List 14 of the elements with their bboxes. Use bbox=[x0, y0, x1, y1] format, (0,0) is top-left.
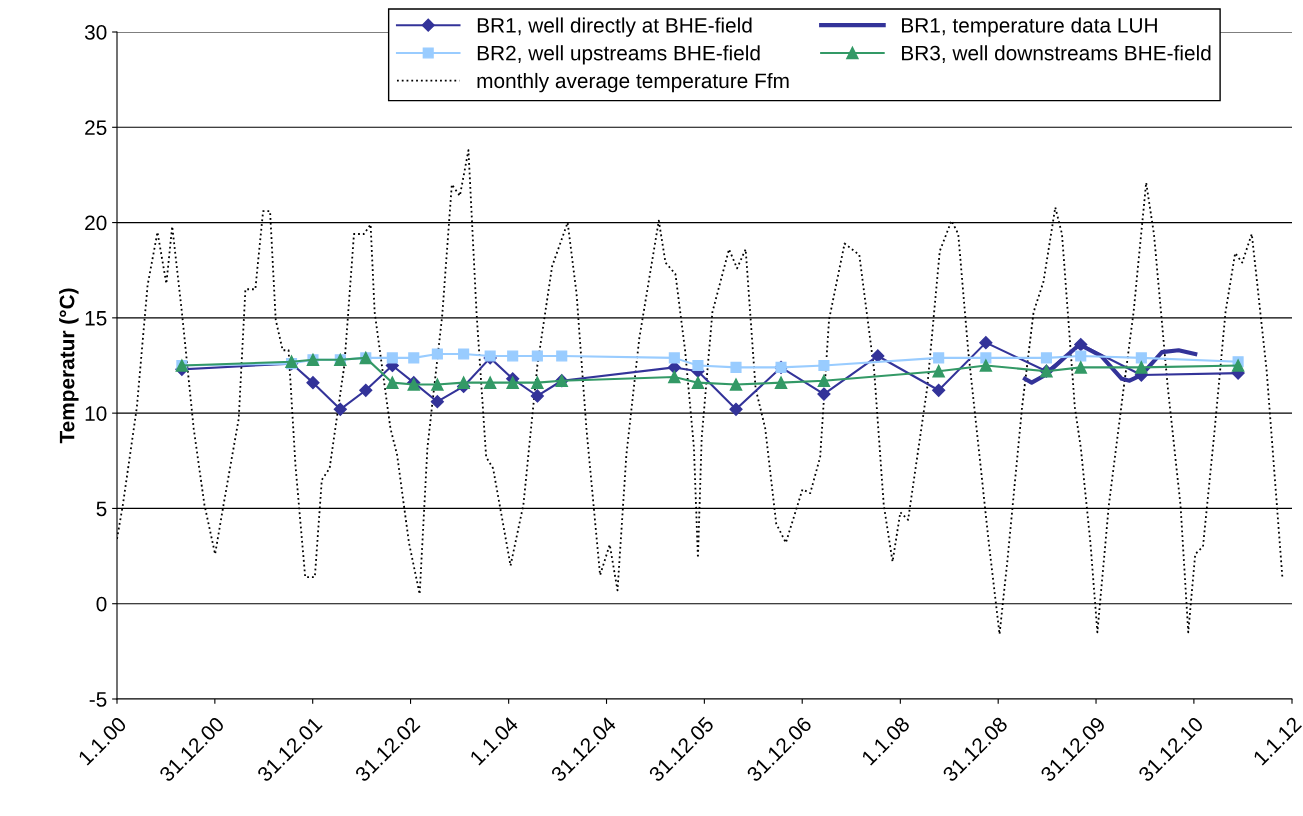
legend-label: monthly average temperature Ffm bbox=[477, 72, 789, 93]
y-tick-label: 25 bbox=[85, 120, 107, 136]
y-tick-label: 20 bbox=[85, 215, 107, 231]
y-tick-label: 10 bbox=[85, 406, 107, 421]
y-tick-label: 30 bbox=[84, 25, 107, 40]
legend-label: BR2, well upstreams BHE-field bbox=[477, 45, 760, 65]
legend-label: BR3, well downstreams BHE-field bbox=[902, 45, 1211, 63]
y-tick-label: 5 bbox=[96, 501, 107, 517]
y-tick-label: 15 bbox=[85, 311, 107, 326]
y-tick-label: -5 bbox=[89, 692, 107, 707]
y-tick-label: 0 bbox=[96, 596, 107, 612]
y-axis-title: Temperatur (°C) bbox=[59, 288, 79, 444]
legend-label: BR1, temperature data LUH bbox=[902, 17, 1157, 37]
legend-label: BR1, well directly at BHE-field bbox=[477, 17, 752, 37]
